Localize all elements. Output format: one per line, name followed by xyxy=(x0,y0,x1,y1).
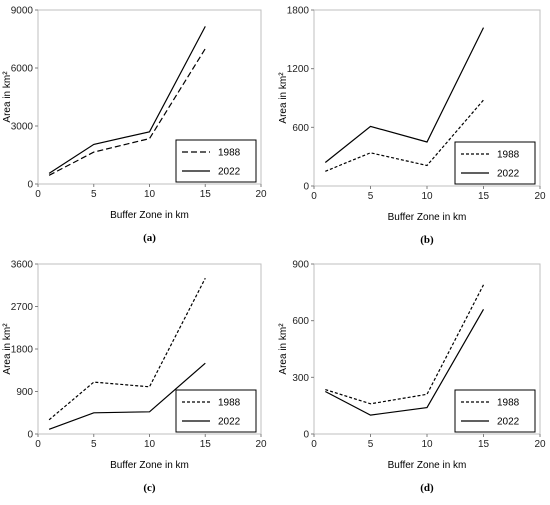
x-axis-title: Buffer Zone in km xyxy=(110,210,189,221)
y-tick-label: 6000 xyxy=(11,64,34,75)
x-tick-label: 5 xyxy=(91,439,97,450)
legend-box xyxy=(175,389,257,433)
x-tick-label: 15 xyxy=(200,439,212,450)
legend-label: 2022 xyxy=(497,417,520,428)
x-tick-label: 20 xyxy=(255,189,267,200)
x-tick-label: 10 xyxy=(421,191,433,202)
x-axis-title: Buffer Zone in km xyxy=(388,212,467,223)
series-line-2022 xyxy=(325,309,485,416)
y-tick-label: 900 xyxy=(16,387,33,398)
x-tick-label: 5 xyxy=(368,439,374,450)
legend-label: 2022 xyxy=(218,167,241,178)
x-tick-label: 10 xyxy=(421,439,433,450)
x-tick-label: 15 xyxy=(478,191,490,202)
x-tick-label: 0 xyxy=(35,439,41,450)
y-tick-label: 1800 xyxy=(11,345,34,356)
y-tick-label: 600 xyxy=(292,123,309,134)
legend-box xyxy=(454,141,536,185)
y-tick-label: 900 xyxy=(292,260,309,271)
panel-b: 0 600 1200 1800 0 5 10 15 20 Buffer Zone in km Are… xyxy=(278,6,546,247)
legend-label: 1988 xyxy=(218,148,241,159)
y-tick-label: 600 xyxy=(292,316,309,327)
y-tick-label: 0 xyxy=(27,430,33,441)
x-tick-label: 20 xyxy=(534,191,546,202)
legend-label: 1988 xyxy=(497,398,520,409)
y-axis-title: Area in km² xyxy=(2,71,13,123)
series-line-1988 xyxy=(48,277,206,421)
series-line-1988 xyxy=(325,99,484,172)
y-tick-label: 9000 xyxy=(11,6,34,17)
panel-label: (a) xyxy=(143,232,156,244)
x-axis-title: Buffer Zone in km xyxy=(110,460,189,471)
legend: 1988 2022 xyxy=(175,139,257,183)
legend-label: 1988 xyxy=(497,150,520,161)
x-tick-label: 0 xyxy=(35,189,41,200)
y-tick-label: 3000 xyxy=(11,122,34,133)
x-tick-label: 0 xyxy=(311,439,317,450)
y-axis-title: Area in km² xyxy=(2,323,13,375)
x-tick-label: 10 xyxy=(144,439,156,450)
legend-box xyxy=(175,139,257,183)
panel-label: (b) xyxy=(420,234,434,246)
y-axis-title: Area in km² xyxy=(278,323,289,375)
x-tick-label: 20 xyxy=(255,439,267,450)
x-tick-label: 5 xyxy=(91,189,97,200)
x-tick-label: 10 xyxy=(144,189,156,200)
y-tick-label: 0 xyxy=(303,182,309,193)
series-line-1988 xyxy=(325,284,485,405)
y-tick-label: 1800 xyxy=(287,6,310,17)
series-line-2022 xyxy=(48,26,206,174)
legend-label: 2022 xyxy=(218,417,241,428)
series-line-2022 xyxy=(48,362,206,430)
x-tick-label: 15 xyxy=(200,189,212,200)
legend-label: 2022 xyxy=(497,169,520,180)
y-tick-label: 300 xyxy=(292,373,309,384)
legend: 1988 2022 xyxy=(175,389,257,433)
legend: 1988 2022 xyxy=(454,389,536,433)
y-tick-label: 0 xyxy=(303,430,309,441)
legend-label: 1988 xyxy=(218,398,241,409)
legend: 1988 2022 xyxy=(454,141,536,185)
y-tick-label: 2700 xyxy=(11,302,34,313)
y-axis-title: Area in km² xyxy=(278,72,289,124)
x-tick-label: 5 xyxy=(368,191,374,202)
y-tick-label: 1200 xyxy=(287,64,310,75)
panel-a: 0 3000 6000 9000 0 5 10 15 20 Buffer Zone in km Ar… xyxy=(2,6,267,245)
panel-c: 0 900 1800 2700 3600 0 5 10 15 20 Buffer Zone in k… xyxy=(2,260,267,495)
panel-label: (c) xyxy=(143,482,156,494)
x-tick-label: 15 xyxy=(478,439,490,450)
panel-label: (d) xyxy=(420,482,434,494)
y-tick-label: 0 xyxy=(27,180,33,191)
legend-box xyxy=(454,389,536,433)
x-tick-label: 20 xyxy=(534,439,546,450)
x-tick-label: 0 xyxy=(311,191,317,202)
series-line-2022 xyxy=(324,27,485,163)
panel-d: 0 300 600 900 0 5 10 15 20 Buffer Zone in km Area … xyxy=(278,260,546,495)
y-tick-label: 3600 xyxy=(11,260,34,271)
x-axis-title: Buffer Zone in km xyxy=(388,460,467,471)
